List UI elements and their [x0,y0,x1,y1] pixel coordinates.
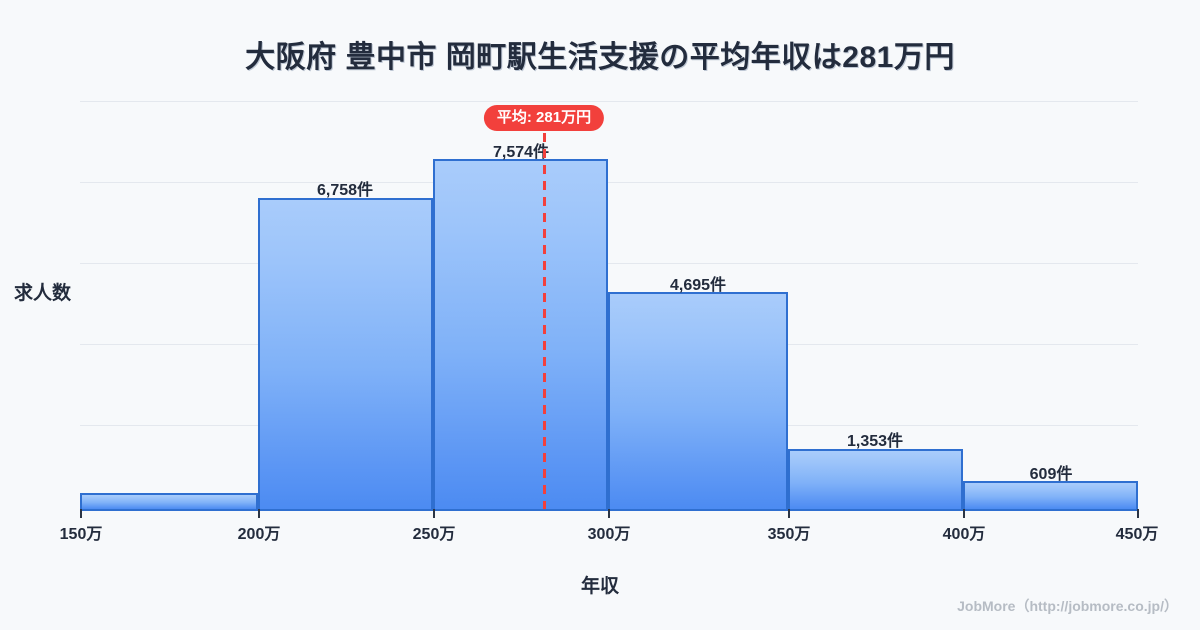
x-tick-150 [80,509,82,518]
gridline [80,182,1138,183]
x-tick-400 [963,509,965,518]
x-tick-label-150: 150万 [59,526,103,543]
x-tick-300 [608,509,610,518]
x-tick-label-200: 200万 [237,526,281,543]
x-tick-250 [433,509,435,518]
average-badge: 平均: 281万円 [483,105,605,131]
y-axis-title: 求人数 [14,283,72,304]
bar-300-350[interactable] [608,292,788,511]
x-tick-350 [788,509,790,518]
x-tick-label-250: 250万 [412,526,456,543]
gridline [80,101,1138,102]
x-tick-label-400: 400万 [942,526,986,543]
page-title: 大阪府 豊中市 岡町駅生活支援の平均年収は281万円 [245,41,955,74]
x-tick-label-350: 350万 [767,526,811,543]
bar-400-450[interactable] [963,481,1138,511]
bar-200-250[interactable] [258,198,433,511]
bar-value-label-250-300: 7,574件 [492,144,550,161]
gridline [80,263,1138,264]
x-axis-title: 年収 [580,576,619,597]
bar-value-label-400-450: 609件 [1029,466,1073,483]
x-tick-200 [258,509,260,518]
watermark: JobMore（http://jobmore.co.jp/） [957,598,1178,614]
bar-value-label-200-250: 6,758件 [316,182,374,199]
x-tick-label-300: 300万 [587,526,631,543]
bar-value-label-300-350: 4,695件 [669,277,727,294]
x-tick-450 [1137,509,1139,518]
average-line [543,133,546,511]
bar-value-label-350-400: 1,353件 [846,433,904,450]
bar-250-300[interactable] [433,159,608,511]
x-tick-label-450: 450万 [1115,526,1159,543]
bar-350-400[interactable] [788,449,963,511]
